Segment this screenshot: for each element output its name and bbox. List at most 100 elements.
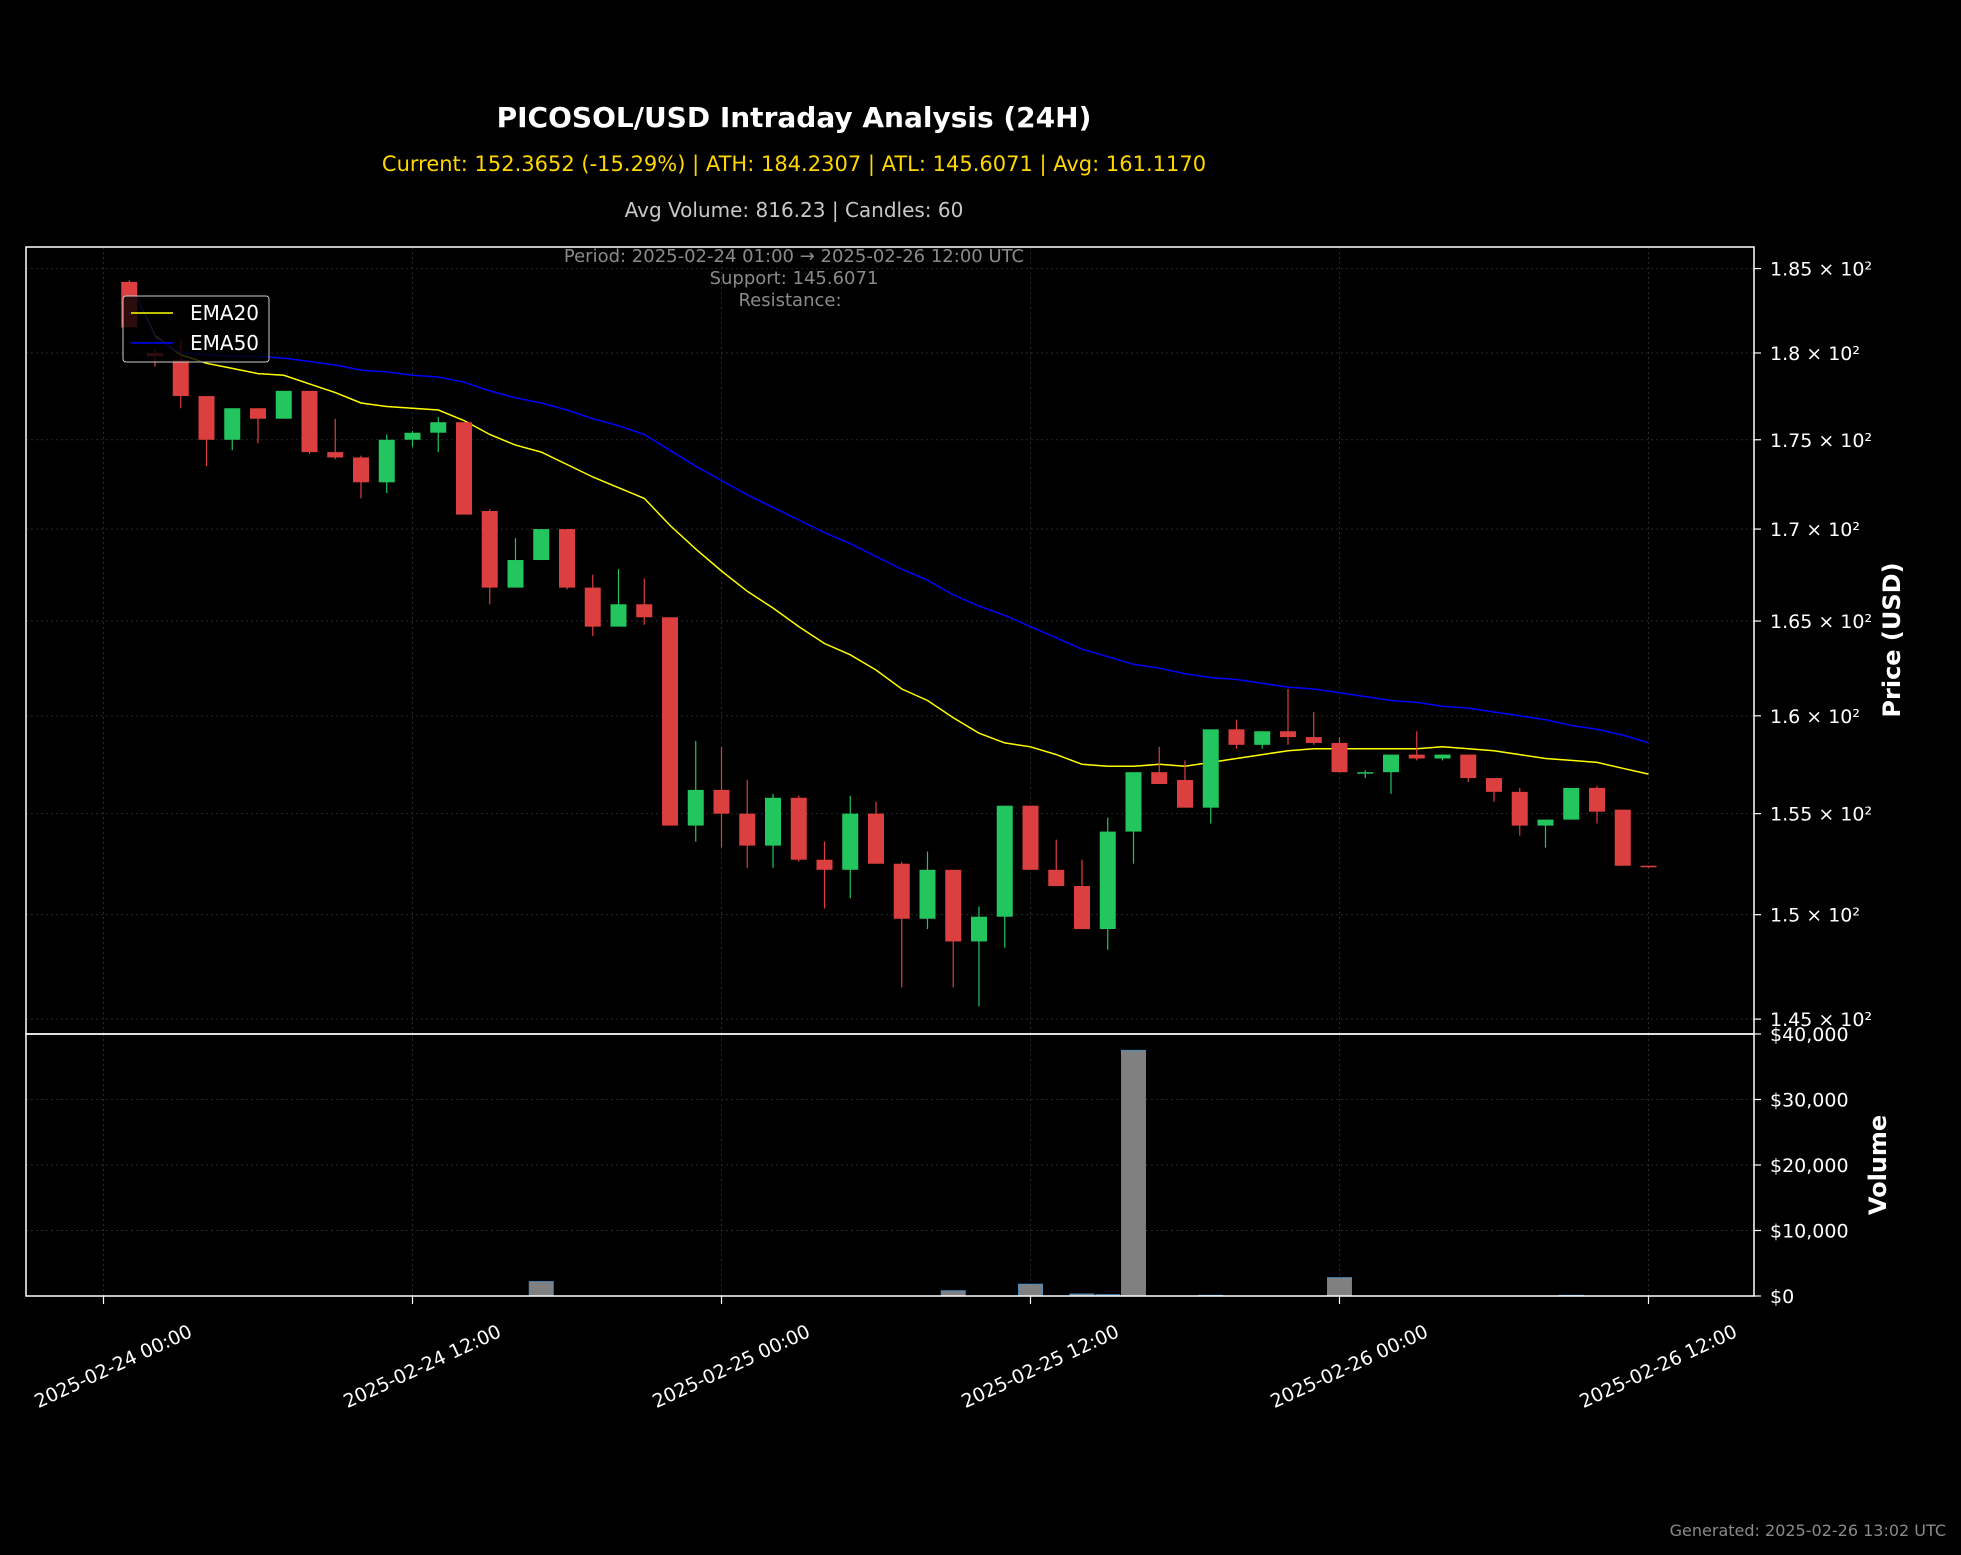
candle: [765, 793, 781, 868]
price-tick-label: 1.5 × 10²: [1770, 905, 1860, 927]
candle: [842, 795, 859, 899]
candle: [378, 434, 395, 494]
candle: [1022, 805, 1039, 870]
price-panel-frame: [25, 246, 1755, 1035]
candle-body: [971, 916, 987, 942]
candle-body: [327, 452, 344, 458]
candle: [481, 509, 498, 605]
candle-body: [404, 432, 421, 440]
candle: [610, 569, 627, 627]
candle: [971, 906, 987, 1007]
x-tick-label: 2025-02-26 00:00: [1267, 1321, 1431, 1413]
candle-body: [224, 408, 241, 440]
candle-body: [1640, 865, 1657, 868]
candle-body: [1254, 731, 1271, 745]
candle: [198, 396, 215, 467]
candle-body: [868, 813, 884, 864]
candle-body: [816, 859, 833, 870]
candle: [636, 578, 653, 625]
candle-body: [1074, 886, 1090, 930]
volume-bar: [940, 1290, 966, 1297]
support-text: Support: 145.6071: [710, 268, 879, 289]
volume-axis-label: Volume: [1864, 1115, 1892, 1215]
candle-body: [1589, 787, 1605, 812]
volume-grid: [26, 1033, 1754, 1297]
candle-body: [353, 457, 369, 483]
volume-bars: [528, 1049, 1584, 1297]
volume-tick-label: $10,000: [1770, 1221, 1849, 1243]
candle-body: [1486, 778, 1502, 792]
candle-body: [765, 797, 781, 846]
candles: [121, 280, 1657, 1007]
legend-ema20-label: EMA20: [190, 301, 259, 325]
candle: [1125, 772, 1142, 864]
candle: [1408, 731, 1425, 761]
candle-body: [250, 408, 266, 419]
candle: [533, 529, 550, 561]
candle-body: [533, 529, 550, 561]
candle-body: [842, 813, 859, 870]
candle-body: [1048, 869, 1065, 887]
volume-tick-label: $0: [1770, 1286, 1794, 1308]
candle: [1074, 859, 1090, 930]
volume-bar: [1327, 1277, 1352, 1297]
candle: [224, 408, 241, 451]
candle-body: [1434, 754, 1451, 759]
candle: [353, 455, 369, 499]
candle: [301, 390, 318, 454]
candle-body: [893, 863, 910, 919]
candle-body: [275, 390, 292, 419]
price-axis-label: Price (USD): [1878, 562, 1906, 717]
candle: [1099, 817, 1116, 950]
candle: [1305, 711, 1322, 745]
candle-body: [1460, 754, 1477, 779]
candle: [1280, 688, 1296, 745]
period-text: Period: 2025-02-24 01:00 → 2025-02-26 12…: [564, 246, 1024, 267]
x-tick-label: 2025-02-24 12:00: [340, 1321, 504, 1413]
candle: [1434, 754, 1451, 761]
candle: [1151, 746, 1168, 784]
ema20-line: [128, 281, 1649, 775]
candle-body: [790, 797, 807, 860]
volume-bar: [528, 1281, 554, 1297]
candle-body: [1383, 754, 1399, 773]
ema50-line: [128, 281, 1649, 744]
candle-body: [739, 813, 756, 846]
candle-body: [1280, 731, 1296, 738]
candle-body: [1408, 754, 1425, 759]
candle: [662, 617, 678, 826]
volume-bar: [1121, 1049, 1146, 1297]
candle-body: [713, 789, 730, 814]
candle: [507, 538, 524, 588]
candle-body: [1202, 729, 1219, 808]
x-tick-label: 2025-02-25 00:00: [649, 1321, 813, 1413]
ema-lines: [128, 281, 1649, 775]
price-tick-label: 1.85 × 10²: [1770, 259, 1872, 281]
volume-tick-label: $40,000: [1770, 1024, 1849, 1046]
chart-subtitle-volume: Avg Volume: 816.23 | Candles: 60: [625, 198, 964, 222]
candle-body: [662, 617, 678, 826]
candle: [1048, 839, 1065, 887]
candle-body: [1331, 742, 1348, 773]
chart-subtitle: Current: 152.3652 (-15.29%) | ATH: 184.2…: [382, 152, 1206, 177]
candle: [1563, 787, 1580, 820]
candle-body: [1228, 729, 1245, 745]
resistance-text: Resistance:: [738, 290, 841, 311]
volume-axis: $0 $10,000 $20,000 $30,000 $40,000: [1754, 1024, 1849, 1308]
x-axis: 2025-02-24 00:00 2025-02-24 12:00 2025-02-…: [31, 1296, 1741, 1413]
candle: [404, 430, 421, 447]
candle: [816, 841, 833, 909]
price-tick-label: 1.45 × 10²: [1770, 1009, 1872, 1031]
info-box: Period: 2025-02-24 01:00 → 2025-02-26 12…: [564, 246, 1024, 311]
candle-body: [687, 789, 704, 826]
candle: [893, 861, 910, 988]
candle: [1614, 809, 1631, 866]
volume-tick-label: $20,000: [1770, 1155, 1849, 1177]
price-tick-label: 1.65 × 10²: [1770, 611, 1872, 633]
candle-body: [584, 587, 601, 627]
candle: [713, 746, 730, 848]
candle: [1460, 754, 1477, 783]
candle: [1357, 770, 1374, 779]
candle: [430, 416, 447, 453]
